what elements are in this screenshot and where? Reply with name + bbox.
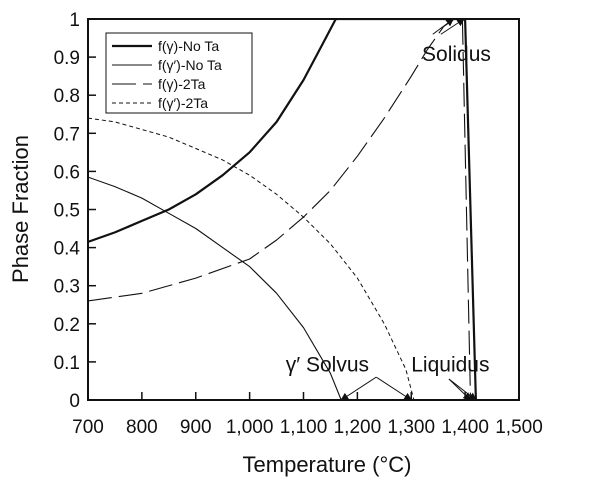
- x-axis-title: Temperature (°C): [243, 452, 412, 477]
- x-tick-label: 700: [72, 417, 104, 438]
- legend: f(γ)-No Ta f(γ′)-No Ta f(γ)-2Ta f(γ′)-2Ta: [105, 32, 253, 114]
- series-line-4: [88, 117, 415, 401]
- x-axis: 700 800 900 1,000 1,100 1,200 1,300 1,400 1,500: [72, 392, 543, 438]
- y-tick-label: 0.1: [54, 353, 80, 374]
- x-tick-label: 1,400: [441, 417, 489, 438]
- annotation-arrow: [432, 18, 455, 35]
- legend-label: f(γ)-2Ta: [158, 76, 206, 92]
- y-tick-label: 0: [69, 391, 80, 412]
- x-tick-label: 1,000: [226, 417, 274, 438]
- annotation-arrow: [340, 376, 377, 401]
- legend-label: f(γ′)-No Ta: [158, 57, 222, 73]
- annotation-arrow: [448, 378, 477, 401]
- x-tick-label: 1,100: [280, 417, 328, 438]
- annotation-label: γ′ Solvus: [286, 353, 369, 376]
- annotations: Solidus γ′ Solvus Liquidus: [286, 43, 491, 377]
- x-tick-label: 1,300: [387, 417, 435, 438]
- y-tick-label: 0.8: [54, 86, 80, 107]
- x-tick-label: 1,200: [334, 417, 382, 438]
- legend-label: f(γ′)-2Ta: [158, 95, 208, 111]
- y-tick-label: 0.2: [54, 315, 80, 336]
- y-tick-label: 1: [69, 10, 80, 31]
- x-tick-label: 800: [126, 417, 158, 438]
- annotation-arrow: [448, 378, 472, 401]
- annotation-arrow: [440, 18, 465, 35]
- annotation-label: Solidus: [422, 43, 491, 66]
- legend-label: f(γ)-No Ta: [158, 38, 219, 54]
- y-tick-label: 0.4: [54, 239, 81, 260]
- series-line-2: [88, 176, 342, 401]
- annotation-label: Liquidus: [411, 353, 489, 376]
- y-tick-label: 0.3: [54, 277, 80, 298]
- y-tick-label: 0.6: [54, 162, 80, 183]
- y-tick-label: 0.5: [54, 201, 80, 222]
- x-tick-label: 1,500: [495, 417, 543, 438]
- y-axis: 0 0.1 0.2 0.3 0.4 0.5 0.6 0.7 0.8 0.9 1: [54, 10, 96, 412]
- y-axis-title: Phase Fraction: [8, 135, 33, 283]
- annotation-arrow: [375, 376, 413, 401]
- x-tick-label: 900: [180, 417, 212, 438]
- y-tick-label: 0.7: [54, 124, 80, 145]
- annotation-arrows: [340, 18, 477, 401]
- y-tick-label: 0.9: [54, 48, 80, 69]
